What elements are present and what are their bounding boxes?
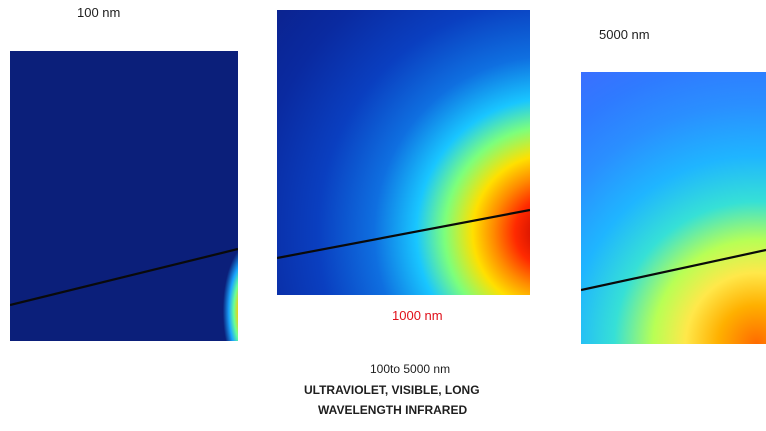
field-map-5000nm [581,72,766,344]
label-1000nm: 1000 nm [392,308,443,323]
caption-line-2: ULTRAVIOLET, VISIBLE, LONG [304,383,480,397]
fiber-line [10,247,238,307]
label-100nm: 100 nm [77,5,121,20]
caption-line-3: WAVELENGTH INFRARED [318,403,468,417]
fiber-line [581,248,766,292]
field-map-100nm [10,51,238,341]
fiber-line [277,208,530,260]
caption-line-1: 100to 5000 nm [370,362,451,376]
field-map-1000nm [277,10,530,295]
field-hotspot [180,241,238,341]
label-5000nm: 5000 nm [599,27,650,42]
